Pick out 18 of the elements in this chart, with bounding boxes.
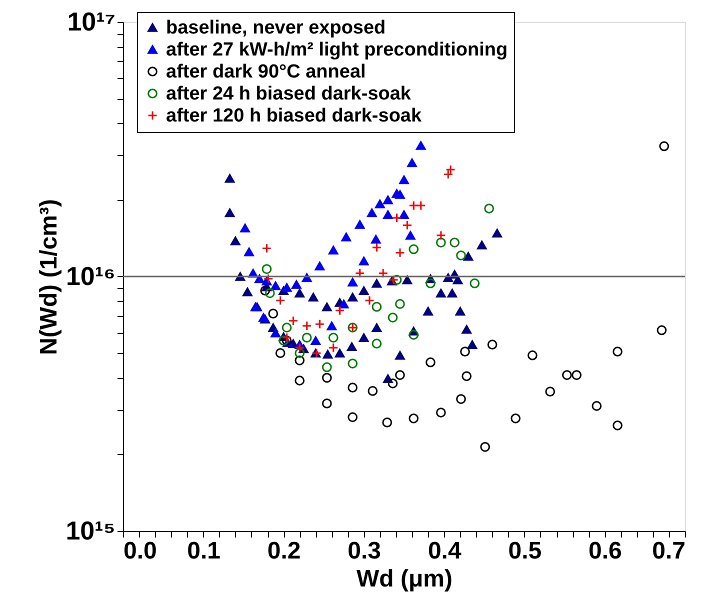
x-tick-label: 0.1 [187, 538, 220, 564]
y-tick-label: 10¹⁷ [67, 6, 116, 36]
x-tick-label: 0.6 [588, 538, 622, 564]
legend-label: after 120 h biased dark-soak [166, 106, 422, 126]
legend-label: baseline, never exposed [166, 18, 386, 38]
legend-label: after 24 h biased dark-soak [166, 84, 412, 104]
x-tick-label: 0.5 [508, 538, 542, 564]
y-tick-label: 10¹⁵ [66, 516, 116, 546]
legend-label: after dark 90°C anneal [166, 62, 366, 82]
legend-label: after 27 kW-h/m² light preconditioning [166, 40, 508, 60]
y-axis-title: N(Wd) (1/cm³) [36, 199, 63, 355]
x-tick-label: 0.7 [652, 538, 686, 564]
x-tick-label: 0.4 [428, 538, 462, 564]
x-tick-label: 0.3 [348, 538, 382, 564]
x-axis-title: Wd (μm) [356, 566, 452, 592]
x-tick-label: 0.2 [267, 538, 301, 564]
x-tick-label: 0.0 [124, 538, 157, 564]
y-tick-label: 10¹⁶ [66, 261, 116, 291]
